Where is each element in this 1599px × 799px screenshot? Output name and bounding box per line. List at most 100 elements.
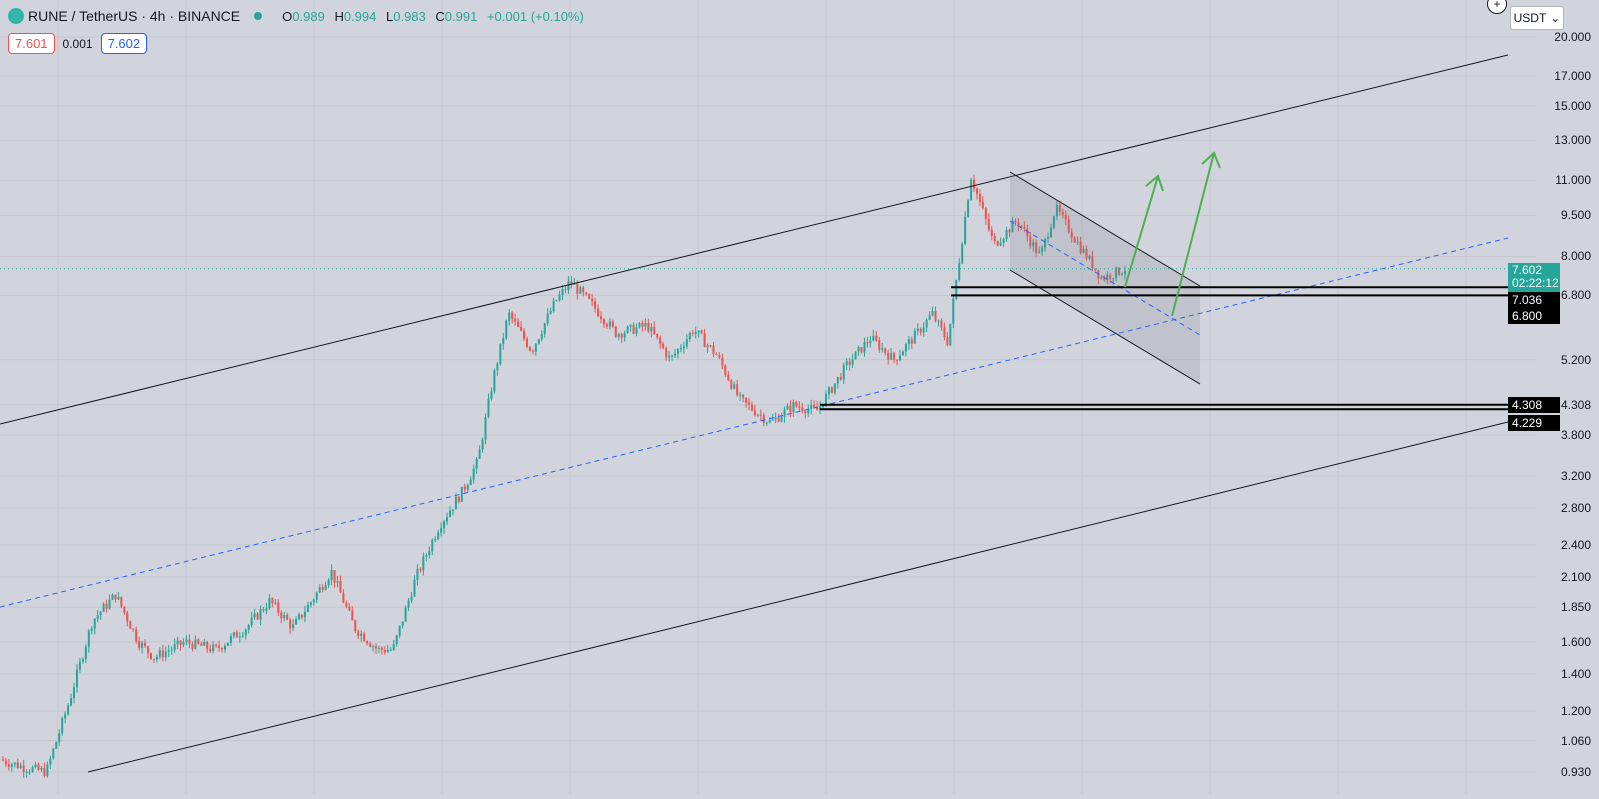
axis-tick-label: 0.930: [1560, 765, 1591, 779]
plus-icon[interactable]: +: [1487, 0, 1507, 14]
candle-body: [937, 320, 940, 322]
candle-body: [117, 596, 120, 600]
candle-body: [827, 387, 830, 395]
axis-tick-label: 15.000: [1554, 98, 1591, 113]
candle-body: [996, 241, 999, 246]
candle-body: [395, 635, 398, 645]
candle-body: [869, 340, 872, 344]
chart-canvas[interactable]: [0, 0, 1536, 794]
candle-body: [235, 632, 238, 638]
candle-body: [422, 556, 425, 571]
candle-body: [46, 764, 49, 777]
candle-body: [1085, 248, 1088, 259]
chart-pane[interactable]: [0, 0, 1536, 794]
candle-body: [694, 332, 697, 334]
candle-body: [605, 324, 608, 327]
candle-body: [1121, 273, 1124, 275]
candle-body: [437, 532, 440, 540]
candle-body: [315, 592, 318, 600]
sell-button[interactable]: 7.601: [8, 33, 55, 54]
candle-body: [647, 323, 650, 332]
candle-body: [786, 405, 789, 410]
candle-body: [360, 633, 363, 636]
candle-body: [973, 179, 976, 189]
candle-body: [833, 383, 836, 393]
candle-body: [1029, 236, 1032, 247]
candle-body: [149, 652, 152, 659]
candle-body: [1106, 274, 1109, 281]
symbol-title[interactable]: RUNE / TetherUS · 4h · BINANCE: [28, 8, 241, 24]
candle-body: [318, 587, 321, 593]
candle-body: [158, 650, 161, 657]
candle-body: [978, 193, 981, 202]
candle-body: [520, 326, 523, 331]
candle-body: [836, 376, 839, 384]
candle-body: [659, 337, 662, 344]
candle-body: [114, 594, 117, 600]
candle-body: [366, 641, 369, 644]
drawings: [0, 54, 1509, 773]
candle-body: [416, 568, 419, 580]
candle-body: [7, 764, 10, 767]
candle-body: [1088, 255, 1091, 259]
candle-body: [1058, 204, 1061, 212]
candle-body: [188, 639, 191, 644]
candle-body: [1064, 214, 1067, 220]
candle-body: [543, 323, 546, 335]
candle-body: [120, 596, 123, 607]
candle-body: [1118, 267, 1121, 275]
candle-body: [540, 334, 543, 340]
candle-body: [469, 479, 472, 486]
candle-body: [487, 398, 490, 417]
candle-body: [78, 661, 81, 670]
candle-body: [392, 644, 395, 650]
candle-body: [93, 618, 96, 629]
candle-body: [919, 328, 922, 333]
candle-body: [274, 602, 277, 604]
candle-body: [875, 335, 878, 341]
candle-body: [792, 401, 795, 412]
axis-tick-label: 13.000: [1554, 133, 1591, 148]
candle-body: [502, 338, 505, 344]
candle-body: [650, 326, 653, 332]
candle-body: [1070, 232, 1073, 238]
candle-body: [383, 650, 386, 653]
candle-body: [336, 580, 339, 583]
candle-body: [292, 624, 295, 629]
candle-body: [638, 322, 641, 328]
candle-body: [363, 633, 366, 642]
candle-body: [721, 357, 724, 366]
candle-body: [475, 458, 478, 469]
candle-body: [354, 620, 357, 632]
candle-body: [28, 771, 31, 773]
candle-body: [345, 602, 348, 607]
currency-select[interactable]: USDT ⌄: [1510, 6, 1564, 30]
candle-body: [374, 646, 377, 649]
candle-body: [789, 405, 792, 412]
candle-body: [164, 651, 167, 658]
candle-body: [1055, 204, 1058, 217]
candle-body: [13, 762, 16, 765]
candle-body: [138, 641, 141, 648]
candle-body: [224, 645, 226, 650]
candle-body: [830, 387, 833, 393]
candle-body: [614, 326, 617, 337]
candle-body: [298, 614, 301, 620]
candle-body: [1124, 271, 1126, 274]
candle-body: [952, 298, 955, 324]
candle-body: [549, 311, 552, 314]
candle-body: [16, 762, 19, 769]
candle-body: [753, 410, 756, 416]
candle-body: [967, 200, 970, 218]
channel-lower-line: [87, 421, 1509, 773]
buy-button[interactable]: 7.602: [100, 33, 148, 54]
channel-mid-line: [0, 237, 1509, 608]
candle-body: [1020, 225, 1023, 228]
candle-body: [268, 598, 271, 609]
candle-body: [1115, 267, 1118, 279]
candle-body: [736, 384, 739, 396]
candle-body: [457, 497, 460, 502]
candle-body: [238, 636, 241, 638]
candle-body: [126, 612, 129, 622]
candle-body: [679, 348, 682, 350]
